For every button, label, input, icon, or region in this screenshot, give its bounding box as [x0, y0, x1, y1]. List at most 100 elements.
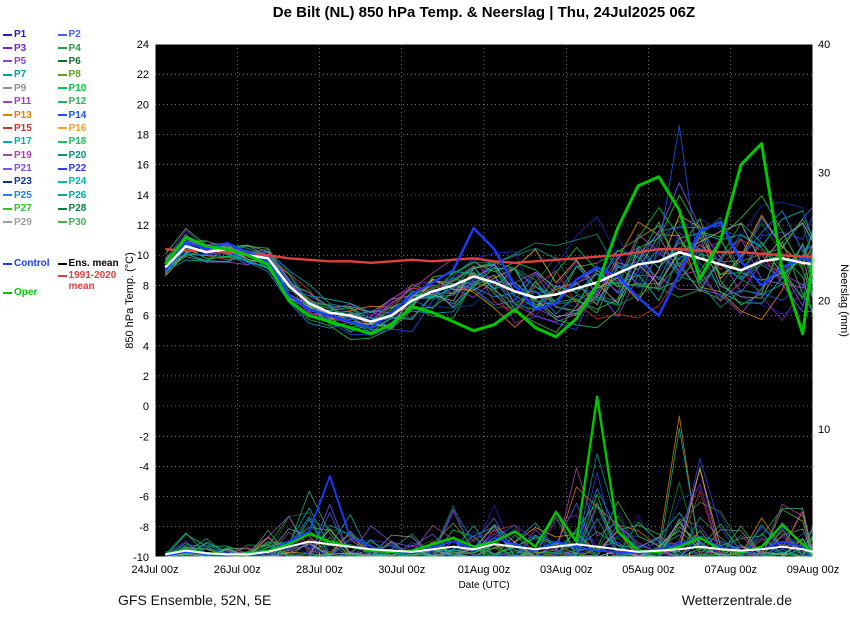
legend-label: P23 [14, 176, 32, 188]
legend-column-1: P1 P3 P5 P7 P9 P11 P13 P15 P17 P19 P21 P23 P25 P27 P29… [3, 28, 50, 300]
legend: P1 P3 P5 P7 P9 P11 P13 P15 P17 P19 P21 P23 P25 P27 P29… [3, 28, 135, 300]
legend-label: P24 [68, 176, 87, 188]
legend-label: P11 [14, 96, 32, 108]
legend-item-P2: P2 [57, 28, 135, 41]
legend-line-sample [57, 180, 67, 183]
legend-item-P18: P18 [57, 135, 135, 148]
left-ytick-label: 2 [143, 371, 149, 383]
legend-item-P9: P9 [3, 82, 50, 95]
oper-temp-line [164, 142, 815, 339]
legend-item-P27: P27 [3, 202, 50, 215]
legend-label: Control [14, 258, 50, 270]
legend-item-ens-mean: Ens. mean [57, 257, 135, 270]
xtick-label: 07Aug 00z [704, 564, 757, 576]
right-ytick-label: 10 [818, 424, 830, 436]
legend-label: 1991-2020 mean [68, 270, 117, 293]
legend-spacer [3, 229, 50, 257]
right-ytick-label: 20 [818, 296, 830, 308]
legend-line-sample [3, 114, 12, 117]
left-ytick-label: 4 [143, 341, 149, 353]
legend-item-P15: P15 [3, 122, 50, 135]
legend-item-P16: P16 [57, 122, 135, 135]
legend-item-P17: P17 [3, 135, 50, 148]
legend-label: P25 [14, 189, 32, 201]
member-precip-line-P29 [165, 522, 814, 558]
legend-item-P3: P3 [3, 41, 50, 54]
legend-line-sample [57, 127, 67, 130]
left-ytick-label: 14 [137, 190, 149, 202]
legend-label: P9 [14, 82, 27, 94]
legend-line-sample [3, 73, 12, 76]
legend-label: P20 [68, 149, 87, 161]
legend-spacer [58, 229, 135, 257]
xtick-label: 05Aug 00z [622, 564, 675, 576]
legend-label: P17 [14, 136, 32, 148]
legend-label: P18 [68, 136, 87, 148]
legend-label: P15 [14, 122, 32, 134]
legend-line-sample [3, 33, 12, 36]
legend-line-sample [57, 207, 67, 210]
legend-item-P20: P20 [57, 149, 135, 162]
legend-item-P26: P26 [57, 189, 135, 202]
legend-line-sample [3, 154, 12, 157]
legend-label: P3 [14, 42, 27, 54]
legend-label: P21 [14, 163, 32, 175]
legend-label: P7 [14, 69, 27, 81]
xtick-label: 01Aug 00z [458, 564, 511, 576]
legend-line-sample [3, 291, 12, 294]
legend-label: Ens. mean [68, 258, 119, 270]
legend-item-climate-mean: 1991-2020 mean [57, 270, 135, 293]
xtick-label: 24Jul 00z [131, 564, 178, 576]
legend-label: P14 [68, 109, 87, 121]
legend-item-P21: P21 [3, 162, 50, 175]
left-ytick-label: -4 [139, 461, 149, 473]
control-temp-line [164, 220, 814, 329]
legend-line-sample [3, 262, 12, 265]
legend-item-P28: P28 [57, 202, 135, 215]
legend-item-oper: Oper [3, 286, 50, 299]
left-ytick-label: 24 [137, 39, 149, 51]
ens-mean-precip-line [165, 540, 814, 556]
legend-item-P12: P12 [57, 95, 135, 108]
footer-model-info: GFS Ensemble, 52N, 5E [118, 592, 272, 608]
legend-line-sample [57, 275, 67, 278]
left-ytick-label: 12 [137, 220, 149, 232]
legend-line-sample [3, 100, 12, 103]
xtick-label: 30Jul 00z [378, 564, 425, 576]
legend-label: P13 [14, 109, 32, 121]
legend-line-sample [57, 140, 67, 143]
left-ytick-label: 22 [137, 69, 149, 81]
legend-label: P26 [68, 189, 87, 201]
legend-label: P1 [14, 29, 27, 41]
xtick-label: 28Jul 00z [296, 564, 343, 576]
legend-item-P13: P13 [3, 108, 50, 121]
legend-item-P10: P10 [57, 82, 135, 95]
legend-label: P16 [68, 122, 87, 134]
legend-label: P4 [68, 42, 81, 54]
legend-line-sample [3, 127, 12, 130]
legend-label: P12 [68, 96, 87, 108]
legend-line-sample [57, 167, 67, 170]
right-ytick-label: 40 [818, 39, 830, 51]
left-ytick-label: 20 [137, 99, 149, 111]
legend-item-P19: P19 [3, 149, 50, 162]
left-ytick-label: -8 [139, 522, 149, 534]
legend-label: P22 [68, 163, 87, 175]
left-ytick-label: 10 [137, 250, 149, 262]
legend-line-sample [3, 47, 12, 50]
legend-item-P1: P1 [3, 28, 50, 41]
legend-item-P11: P11 [3, 95, 50, 108]
legend-label: P29 [14, 216, 32, 228]
left-ytick-label: 8 [143, 280, 149, 292]
legend-line-sample [3, 140, 12, 143]
legend-line-sample [3, 207, 12, 210]
legend-line-sample [57, 114, 67, 117]
xtick-label: 03Aug 00z [540, 564, 593, 576]
ens-mean-temp-line [164, 244, 814, 323]
legend-item-P6: P6 [57, 55, 135, 68]
member-temp-line-P12 [165, 245, 814, 324]
legend-line-sample [57, 221, 67, 224]
left-axis-title: 850 hPa Temp. (°C) [124, 252, 136, 349]
plot-border [154, 43, 814, 558]
legend-item-P22: P22 [57, 162, 135, 175]
